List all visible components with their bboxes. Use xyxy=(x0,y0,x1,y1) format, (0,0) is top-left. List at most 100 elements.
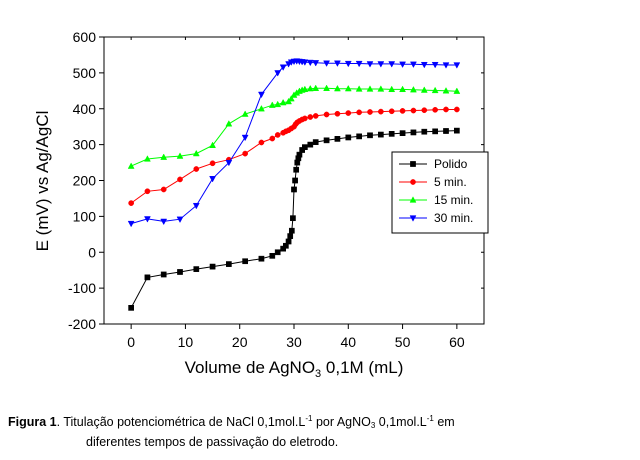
data-point-5-min xyxy=(378,108,384,115)
data-point-polido xyxy=(334,136,341,142)
data-point-5-min xyxy=(356,109,362,116)
data-point-15-min xyxy=(144,155,151,162)
legend-marker-15-min xyxy=(409,196,417,203)
data-point-5-min xyxy=(242,150,248,157)
data-point-30-min xyxy=(453,62,461,69)
data-point-5-min xyxy=(274,132,281,138)
caption-text-3: 0,1mol.L xyxy=(375,415,427,429)
legend-marker-polido xyxy=(410,161,416,167)
data-point-30-min xyxy=(442,62,450,69)
data-point-15-min xyxy=(355,85,363,92)
data-point-polido xyxy=(410,129,417,136)
data-point-15-min xyxy=(399,85,406,93)
data-point-polido xyxy=(287,233,294,239)
data-point-5-min xyxy=(302,115,308,122)
data-point-15-min xyxy=(323,84,330,91)
data-point-30-min xyxy=(323,60,330,67)
legend: Polido 5 min. 15 min. 30 min. xyxy=(391,151,489,234)
data-point-polido xyxy=(302,144,308,150)
axes: -200 -100 0 100 200 300 400 500 600 0 10 20 30 40 50 60 xyxy=(68,29,484,350)
caption-sup-1: -1 xyxy=(305,414,313,423)
data-point-15-min xyxy=(287,94,295,102)
data-point-polido xyxy=(421,128,428,135)
caption-text-4: em xyxy=(433,415,455,429)
data-point-polido xyxy=(269,252,276,259)
data-point-30-min xyxy=(344,60,352,68)
y-tick-label: 200 xyxy=(73,173,97,189)
data-point-15-min xyxy=(274,100,282,108)
data-point-polido xyxy=(144,274,151,281)
data-point-polido xyxy=(443,128,449,134)
data-point-30-min xyxy=(160,218,168,226)
data-point-polido xyxy=(432,128,438,135)
data-point-polido xyxy=(242,258,248,265)
legend-label-30-min: 30 min. xyxy=(434,211,473,225)
data-point-5-min xyxy=(345,110,352,116)
y-tick-label: -200 xyxy=(68,316,96,332)
data-point-polido xyxy=(291,186,297,193)
caption-sub-1: 3 xyxy=(370,421,376,430)
data-point-30-min xyxy=(301,59,309,66)
data-point-polido xyxy=(345,134,352,141)
data-point-30-min xyxy=(241,134,249,142)
legend-marker-30-min xyxy=(409,215,417,222)
data-point-polido xyxy=(388,131,395,137)
legend-label-15-min: 15 min. xyxy=(434,193,473,207)
series-line-polido xyxy=(130,130,457,309)
data-point-polido xyxy=(128,305,134,311)
data-point-polido xyxy=(274,249,281,256)
data-point-polido xyxy=(307,141,314,148)
data-point-polido xyxy=(399,130,406,136)
data-point-15-min xyxy=(279,98,287,106)
data-point-polido xyxy=(226,261,232,267)
data-point-15-min xyxy=(442,87,450,94)
data-point-15-min xyxy=(420,86,428,93)
data-point-5-min xyxy=(410,107,417,114)
data-point-5-min xyxy=(144,188,151,195)
data-point-5-min xyxy=(323,111,330,118)
data-point-5-min xyxy=(177,176,183,183)
series-30-min xyxy=(127,58,461,228)
data-point-5-min xyxy=(388,108,395,115)
caption-line-2: diferentes tempos de passivação do eletr… xyxy=(86,435,339,449)
data-point-15-min xyxy=(160,153,168,160)
data-point-15-min xyxy=(431,86,439,94)
data-point-polido xyxy=(177,269,183,275)
data-point-polido xyxy=(285,238,292,245)
caption-sup-2: -1 xyxy=(426,414,434,423)
data-point-15-min xyxy=(209,141,216,148)
series-5-min xyxy=(128,106,460,206)
data-point-30-min xyxy=(274,70,282,77)
x-axis-title: Volume de AgNO3 0,1M (mL) xyxy=(185,358,404,380)
data-point-5-min xyxy=(421,107,428,114)
data-point-15-min xyxy=(410,86,417,93)
data-point-polido xyxy=(160,271,167,278)
data-point-5-min xyxy=(269,135,276,142)
data-point-15-min xyxy=(127,162,135,169)
data-point-15-min xyxy=(306,84,314,92)
data-point-5-min xyxy=(128,200,134,206)
data-point-30-min xyxy=(176,216,184,223)
data-point-30-min xyxy=(355,60,363,68)
data-point-5-min xyxy=(454,106,460,113)
data-point-polido xyxy=(323,137,330,144)
data-point-5-min xyxy=(443,106,449,113)
data-point-polido xyxy=(356,133,362,140)
data-point-5-min xyxy=(367,109,373,115)
data-point-5-min xyxy=(334,110,341,117)
data-point-polido xyxy=(312,139,319,145)
titration-chart: -200 -100 0 100 200 300 400 500 600 0 10 20 30 40 50 60… xyxy=(33,29,489,380)
x-tick-label: 20 xyxy=(232,334,248,350)
data-point-polido xyxy=(454,127,460,134)
data-point-5-min xyxy=(258,139,265,146)
legend-marker-5-min xyxy=(410,179,416,185)
x-tick-label: 50 xyxy=(395,334,411,350)
data-point-15-min xyxy=(366,85,374,92)
data-point-5-min xyxy=(432,106,438,113)
figure-caption: Figura 1. Titulação potenciométrica de N… xyxy=(8,411,628,450)
data-point-30-min xyxy=(225,159,233,167)
data-point-15-min xyxy=(388,85,396,93)
data-point-30-min xyxy=(312,60,320,67)
x-tick-label: 60 xyxy=(449,334,465,350)
data-point-30-min xyxy=(420,61,428,69)
